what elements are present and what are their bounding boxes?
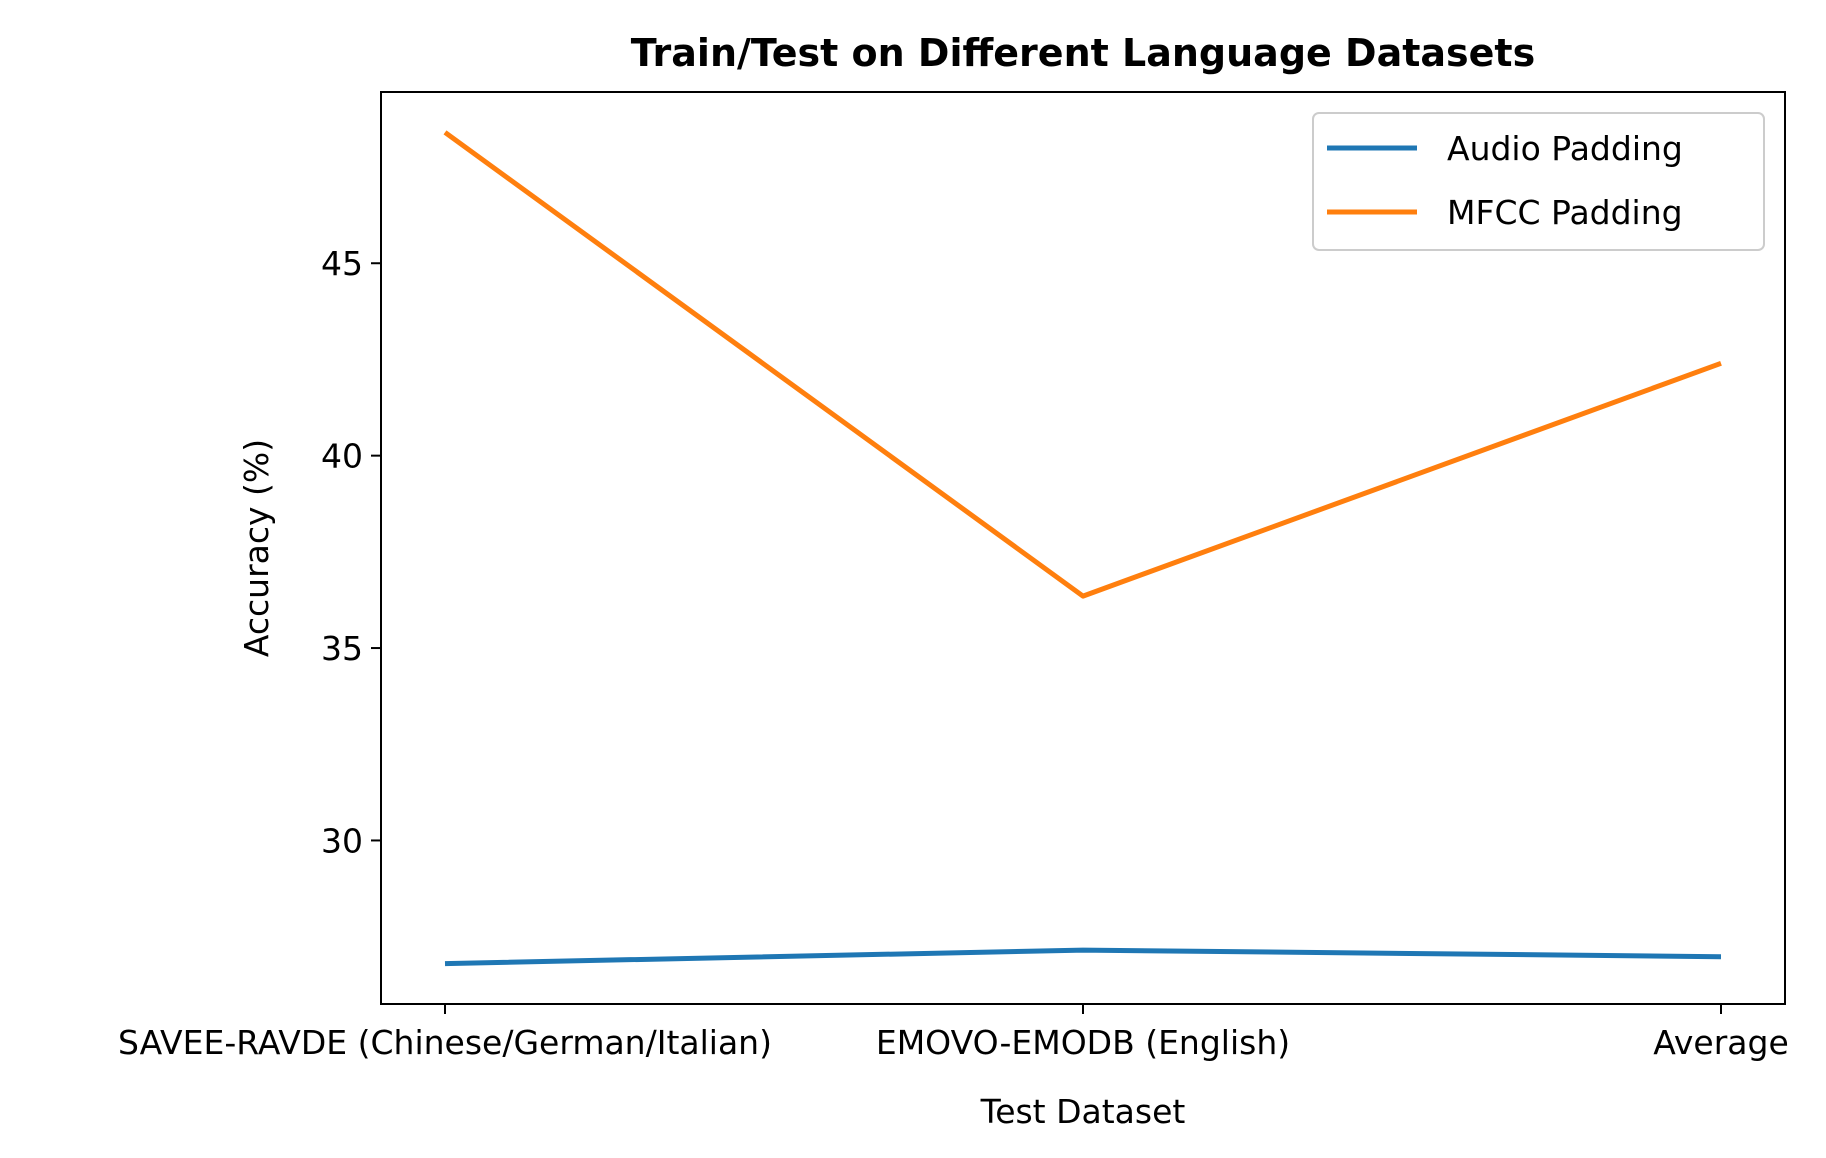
series-lines [443, 130, 1722, 967]
y-axis-label: Accuracy (%) [237, 439, 276, 657]
chart-title: Train/Test on Different Language Dataset… [631, 31, 1535, 75]
x-axis-label: Test Dataset [980, 1092, 1186, 1131]
y-tick-label: 40 [321, 437, 363, 476]
x-tick-label: SAVEE-RAVDE (Chinese/German/Italian) [118, 1023, 772, 1062]
x-tick-label: EMOVO-EMODB (English) [876, 1023, 1290, 1062]
y-tick-label: 45 [321, 244, 363, 283]
y-axis: 30 35 40 45 [321, 244, 381, 860]
legend-label-audio-padding: Audio Padding [1447, 129, 1683, 168]
legend-box [1312, 112, 1765, 251]
x-axis: SAVEE-RAVDE (Chinese/German/Italian) EMOV… [118, 1004, 1789, 1062]
legend: Audio Padding MFCC Padding [1312, 112, 1765, 251]
y-tick-label: 35 [321, 629, 363, 668]
series-line-audio-padding [444, 947, 1722, 967]
x-tick-label: Average [1653, 1023, 1789, 1062]
y-tick-label: 30 [321, 821, 363, 860]
legend-label-mfcc-padding: MFCC Padding [1447, 193, 1683, 232]
series-line-mfcc-padding [443, 130, 1722, 599]
